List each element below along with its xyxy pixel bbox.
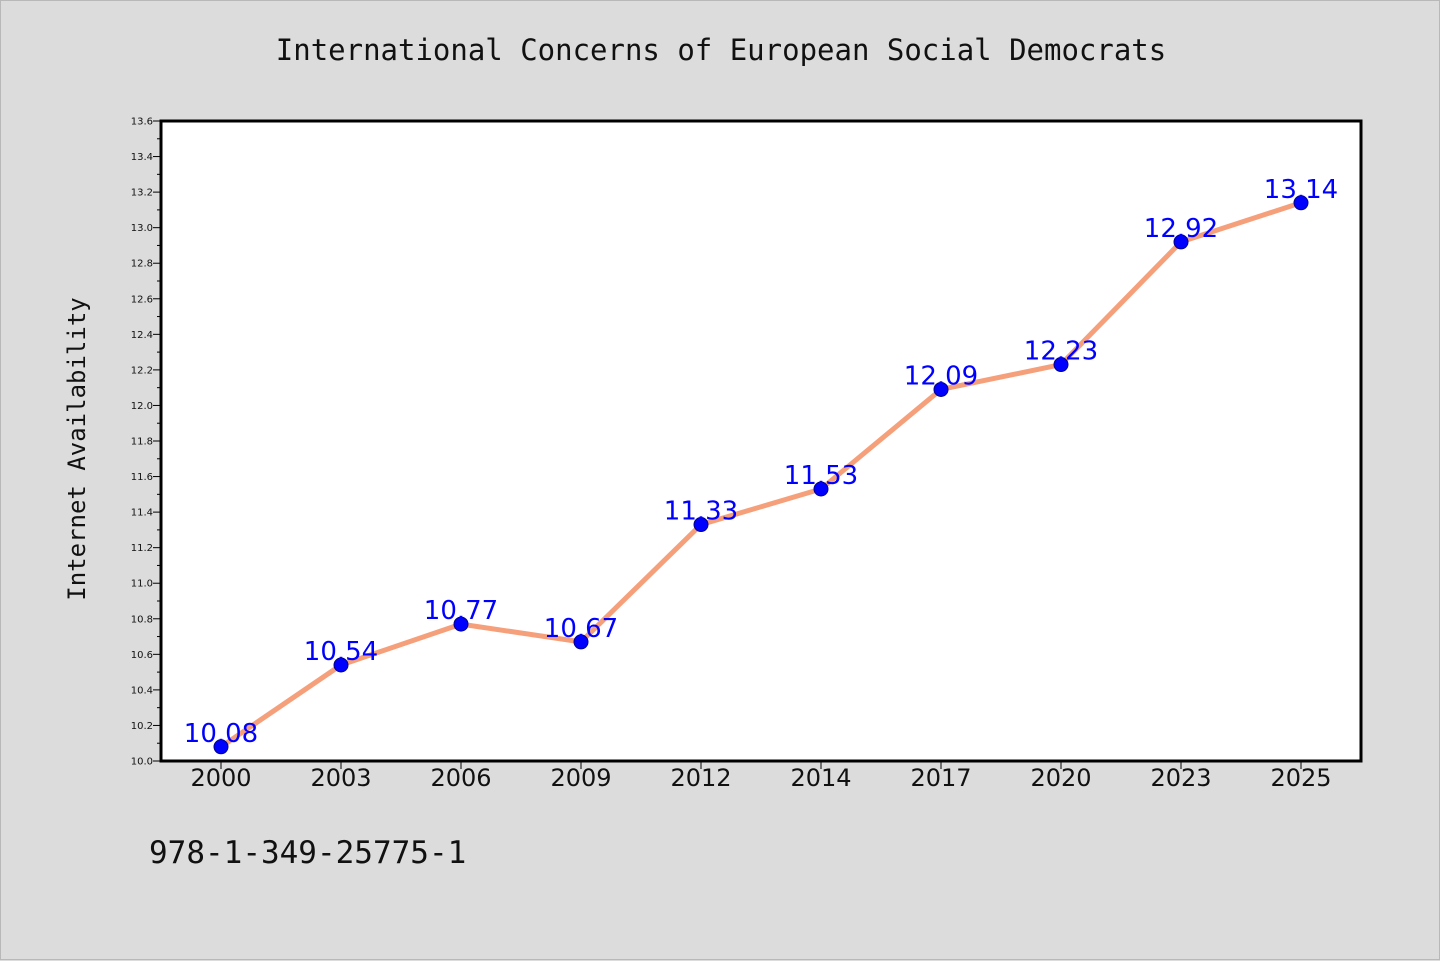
- x-tick-label: 2014: [790, 764, 851, 792]
- data-label: 12.09: [904, 361, 978, 391]
- y-tick-label: 12.6: [131, 294, 153, 305]
- x-tick-label: 2023: [1150, 764, 1211, 792]
- x-tick-label: 2020: [1030, 764, 1091, 792]
- data-label: 11.33: [664, 497, 738, 527]
- data-point: [693, 517, 709, 533]
- x-tick-label: 2006: [430, 764, 491, 792]
- y-tick-label: 12.0: [131, 401, 153, 412]
- data-point: [1053, 357, 1069, 373]
- y-tick-label: 10.0: [131, 757, 153, 768]
- y-tick-label: 13.2: [131, 188, 153, 199]
- series-line: [218, 200, 1304, 750]
- y-tick-label: 12.2: [131, 365, 153, 376]
- y-tick-label: 10.8: [131, 614, 153, 625]
- y-tick-label: 11.0: [131, 579, 153, 590]
- data-label: 10.08: [184, 719, 258, 749]
- data-label: 11.53: [784, 461, 858, 491]
- x-tick-label: 2000: [190, 764, 251, 792]
- y-tick-label: 13.0: [131, 223, 153, 234]
- data-label: 12.92: [1144, 214, 1218, 244]
- data-label: 12.23: [1024, 337, 1098, 367]
- data-point: [1173, 234, 1189, 250]
- data-label: 10.67: [544, 614, 618, 644]
- y-tick-label: 12.4: [131, 330, 153, 341]
- y-tick-label: 12.8: [131, 259, 153, 270]
- data-point: [933, 381, 949, 397]
- y-tick-label: 13.6: [131, 117, 153, 128]
- data-point: [1293, 195, 1309, 211]
- y-tick-label: 11.2: [131, 543, 153, 554]
- x-tick-label: 2012: [670, 764, 731, 792]
- y-tick-label: 11.6: [131, 472, 153, 483]
- y-tick-label: 10.6: [131, 650, 153, 661]
- plot-area: [159, 119, 1363, 763]
- data-label: 10.77: [424, 596, 498, 626]
- data-point: [333, 657, 349, 673]
- data-point: [213, 739, 229, 755]
- y-tick-label: 11.4: [131, 508, 153, 519]
- data-point: [813, 481, 829, 497]
- y-tick-label: 11.8: [131, 437, 153, 448]
- x-tick-label: 2017: [910, 764, 971, 792]
- data-point: [453, 616, 469, 632]
- y-tick-label: 10.4: [131, 685, 153, 696]
- isbn-text: 978-1-349-25775-1: [149, 835, 467, 871]
- y-tick-label: 13.4: [131, 152, 153, 163]
- y-tick-label: 10.2: [131, 721, 153, 732]
- x-tick-label: 2009: [550, 764, 611, 792]
- x-tick-label: 2025: [1270, 764, 1331, 792]
- chart-title: International Concerns of European Socia…: [275, 33, 1167, 67]
- data-label: 10.54: [304, 637, 378, 667]
- data-label: 13.14: [1264, 175, 1338, 205]
- data-point: [573, 634, 589, 650]
- x-tick-label: 2003: [310, 764, 371, 792]
